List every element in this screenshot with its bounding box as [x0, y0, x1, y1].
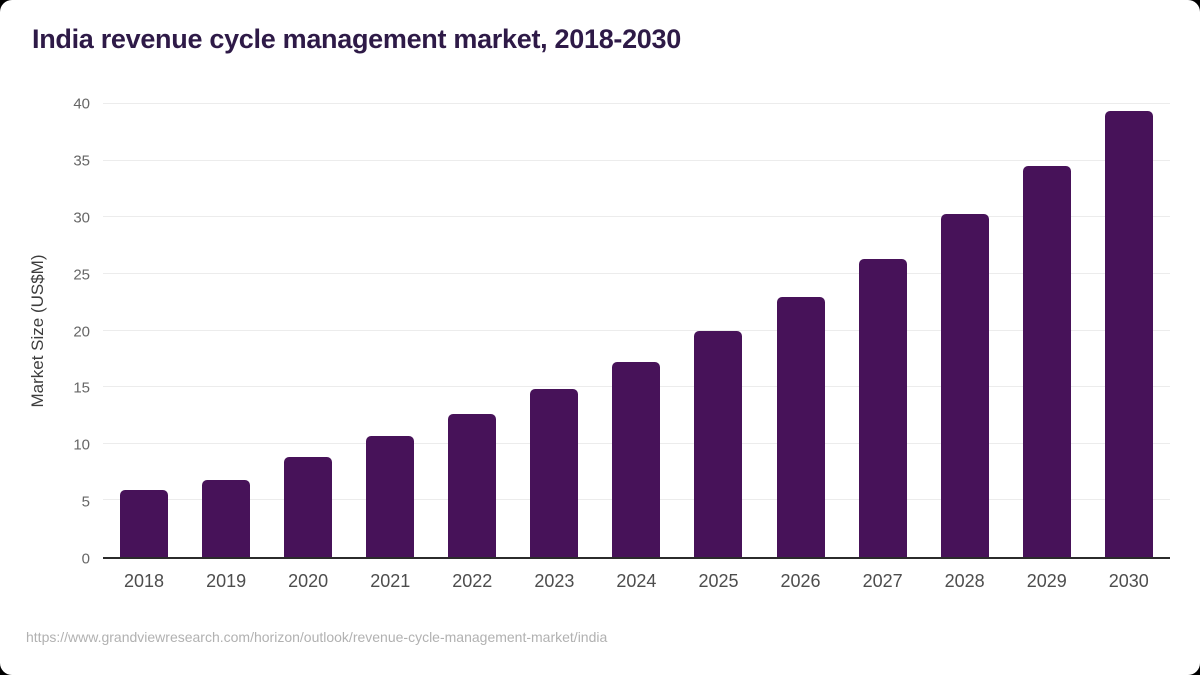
y-tick-label-5: 5 — [81, 493, 90, 511]
bar-2018 — [120, 490, 169, 557]
y-tick-label-0: 0 — [81, 550, 90, 568]
gridline-20 — [103, 329, 1170, 331]
y-tick-label-10: 10 — [73, 436, 90, 454]
x-tick-label-2021: 2021 — [370, 571, 411, 591]
page-title: India revenue cycle management market, 2… — [32, 24, 681, 54]
bar-2028 — [940, 213, 989, 557]
bar-2029 — [1022, 166, 1071, 557]
bar-2022 — [448, 414, 497, 557]
bar-2030 — [1104, 110, 1153, 557]
bar-2019 — [202, 480, 251, 557]
y-tick-label-30: 30 — [73, 209, 90, 227]
source-url: https://www.grandviewresearch.com/horizo… — [26, 629, 608, 645]
x-tick-label-2027: 2027 — [862, 571, 903, 591]
y-tick-label-35: 35 — [73, 152, 90, 170]
bar-2023 — [530, 389, 579, 557]
bar-2020 — [284, 457, 333, 557]
y-tick-label-15: 15 — [73, 379, 90, 397]
x-tick-label-2020: 2020 — [288, 571, 329, 591]
y-tick-label-25: 25 — [73, 266, 90, 284]
x-tick-label-2029: 2029 — [1026, 571, 1067, 591]
gridline-25 — [103, 272, 1170, 274]
x-tick-label-2019: 2019 — [206, 571, 247, 591]
y-tick-label-20: 20 — [73, 323, 90, 340]
bar-series — [103, 104, 1170, 557]
x-tick-label-2023: 2023 — [534, 571, 575, 591]
x-tick-label-2025: 2025 — [698, 571, 739, 591]
x-tick-label-2028: 2028 — [944, 571, 985, 591]
plot-area — [103, 103, 1170, 559]
gridline-30 — [103, 216, 1170, 218]
x-tick-label-2030: 2030 — [1108, 571, 1149, 591]
x-tick-label-2018: 2018 — [124, 571, 165, 591]
gridline-40 — [103, 103, 1170, 104]
bar-2021 — [366, 435, 415, 557]
x-tick-label-2022: 2022 — [452, 571, 493, 591]
x-axis-tick-labels: 2018 2019 2020 2021 2022 2023 2024 2025 2026 2027… — [103, 571, 1170, 592]
y-tick-label-40: 40 — [73, 95, 90, 113]
x-tick-label-2026: 2026 — [780, 571, 821, 591]
bar-2027 — [858, 259, 907, 557]
bar-2025 — [694, 330, 743, 557]
x-tick-label-2024: 2024 — [616, 571, 657, 591]
bar-2026 — [776, 296, 825, 557]
bar-2024 — [612, 362, 661, 557]
y-axis-tick-labels: 0 5 10 15 20 25 30 35 40 — [0, 97, 90, 567]
gridline-35 — [103, 159, 1170, 161]
